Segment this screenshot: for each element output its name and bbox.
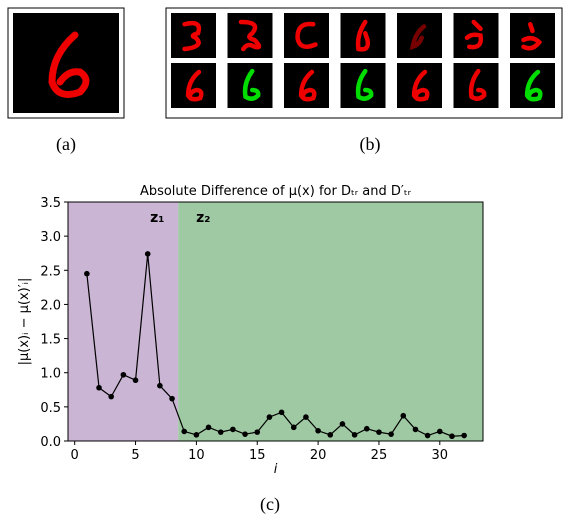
digit-image	[228, 63, 273, 108]
data-point	[194, 432, 200, 438]
y-tick-label: 0.0	[40, 435, 61, 450]
data-point	[181, 429, 187, 435]
data-point	[254, 429, 260, 435]
x-tick-label: 0	[71, 448, 79, 463]
data-point	[364, 426, 370, 432]
data-point	[145, 251, 151, 257]
data-point	[461, 433, 467, 439]
chart: z₁ z₂ 0.0 0.5 1.0 1.5 2.0 2.5 3.0 3.5 0 5 10 15 20 25 30…	[17, 184, 483, 477]
digit-image	[341, 63, 386, 108]
digit-image	[13, 13, 119, 113]
data-point	[303, 414, 309, 420]
data-point	[449, 433, 455, 439]
page: (a) (b) (c) z₁ z₂ 0.0 0.5 1.0 1.5 2.0 2.5 3.0 3.5…	[0, 0, 569, 520]
y-tick-label: 1.0	[40, 367, 61, 382]
region-label: z₁	[150, 210, 164, 226]
x-tick-label: 15	[249, 448, 266, 463]
data-point	[267, 414, 273, 420]
data-point	[108, 394, 114, 400]
data-point	[121, 372, 127, 378]
x-tick-label: 5	[131, 448, 139, 463]
y-tick-label: 3.0	[40, 230, 61, 245]
data-point	[400, 413, 406, 419]
data-point	[218, 429, 224, 435]
data-point	[425, 433, 431, 439]
y-tick-label: 1.5	[40, 333, 61, 348]
data-point	[206, 425, 212, 431]
y-tick-label: 0.5	[40, 401, 61, 416]
caption: (a)	[56, 134, 76, 155]
figure: (a) (b) (c) z₁ z₂ 0.0 0.5 1.0 1.5 2.0 2.5 3.0 3.5…	[0, 0, 569, 520]
caption: (c)	[260, 494, 280, 515]
x-tick-label: 25	[371, 448, 388, 463]
data-point	[388, 431, 394, 437]
region-label: z₂	[196, 210, 210, 226]
data-point	[340, 421, 346, 427]
digit-image	[510, 13, 555, 58]
data-point	[84, 271, 90, 277]
data-point	[376, 429, 382, 435]
data-point	[291, 425, 297, 431]
data-point	[133, 377, 139, 383]
region	[178, 202, 483, 441]
data-point	[352, 432, 358, 438]
y-tick-label: 2.0	[40, 298, 61, 313]
x-axis-label: i	[274, 462, 278, 477]
digit-image	[284, 13, 329, 58]
y-axis-label: |μ(x)ᵢ − μ(x)′ᵢ|	[17, 278, 32, 366]
chart-title: Absolute Difference of μ(x) for Dₜᵣ and …	[140, 184, 412, 199]
region	[68, 202, 178, 441]
data-point	[413, 427, 419, 433]
data-point	[96, 385, 102, 391]
data-point	[230, 427, 236, 433]
caption: (b)	[360, 134, 381, 155]
data-point	[279, 410, 285, 416]
digit-image	[454, 63, 499, 108]
x-tick-label: 30	[432, 448, 449, 463]
data-point	[242, 431, 248, 437]
x-tick-label: 10	[188, 448, 205, 463]
data-point	[169, 396, 175, 402]
digit-image	[397, 13, 442, 58]
data-point	[437, 429, 443, 435]
y-tick-label: 2.5	[40, 264, 61, 279]
data-point	[157, 383, 163, 389]
y-tick-label: 3.5	[40, 196, 61, 211]
data-point	[315, 428, 321, 434]
x-tick-label: 20	[310, 448, 327, 463]
data-point	[327, 432, 333, 438]
